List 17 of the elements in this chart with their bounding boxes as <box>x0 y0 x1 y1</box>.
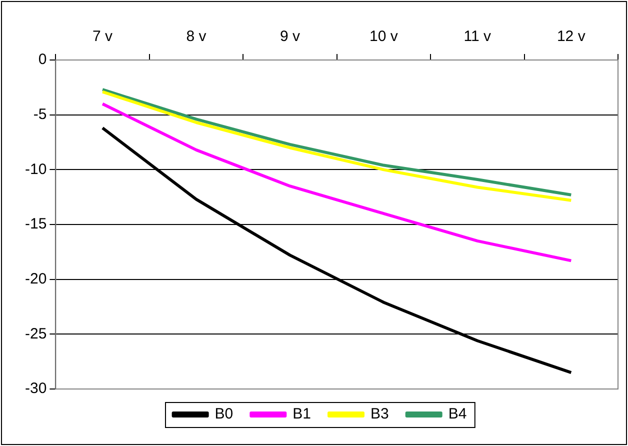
legend-label: B3 <box>370 406 389 423</box>
x-tick-label: 12 v <box>556 28 586 46</box>
y-tick-label: -20 <box>24 270 47 288</box>
y-tick-label: -10 <box>24 160 47 178</box>
legend-label: B0 <box>214 406 234 423</box>
y-tick-label: -25 <box>24 325 47 342</box>
y-tick-label: 0 <box>38 51 47 68</box>
legend-label: B1 <box>292 406 312 423</box>
x-tick-label: 8 v <box>186 28 207 46</box>
x-tick-label: 10 v <box>370 28 398 46</box>
y-tick-label: -15 <box>24 216 47 233</box>
legend-label: B4 <box>448 406 467 423</box>
y-tick-label: -5 <box>33 106 47 123</box>
x-tick-label: 9 v <box>280 28 300 46</box>
x-tick-label: 7 v <box>92 28 114 46</box>
x-tick-label: 11 v <box>464 28 492 46</box>
y-tick-label: -30 <box>24 380 47 398</box>
